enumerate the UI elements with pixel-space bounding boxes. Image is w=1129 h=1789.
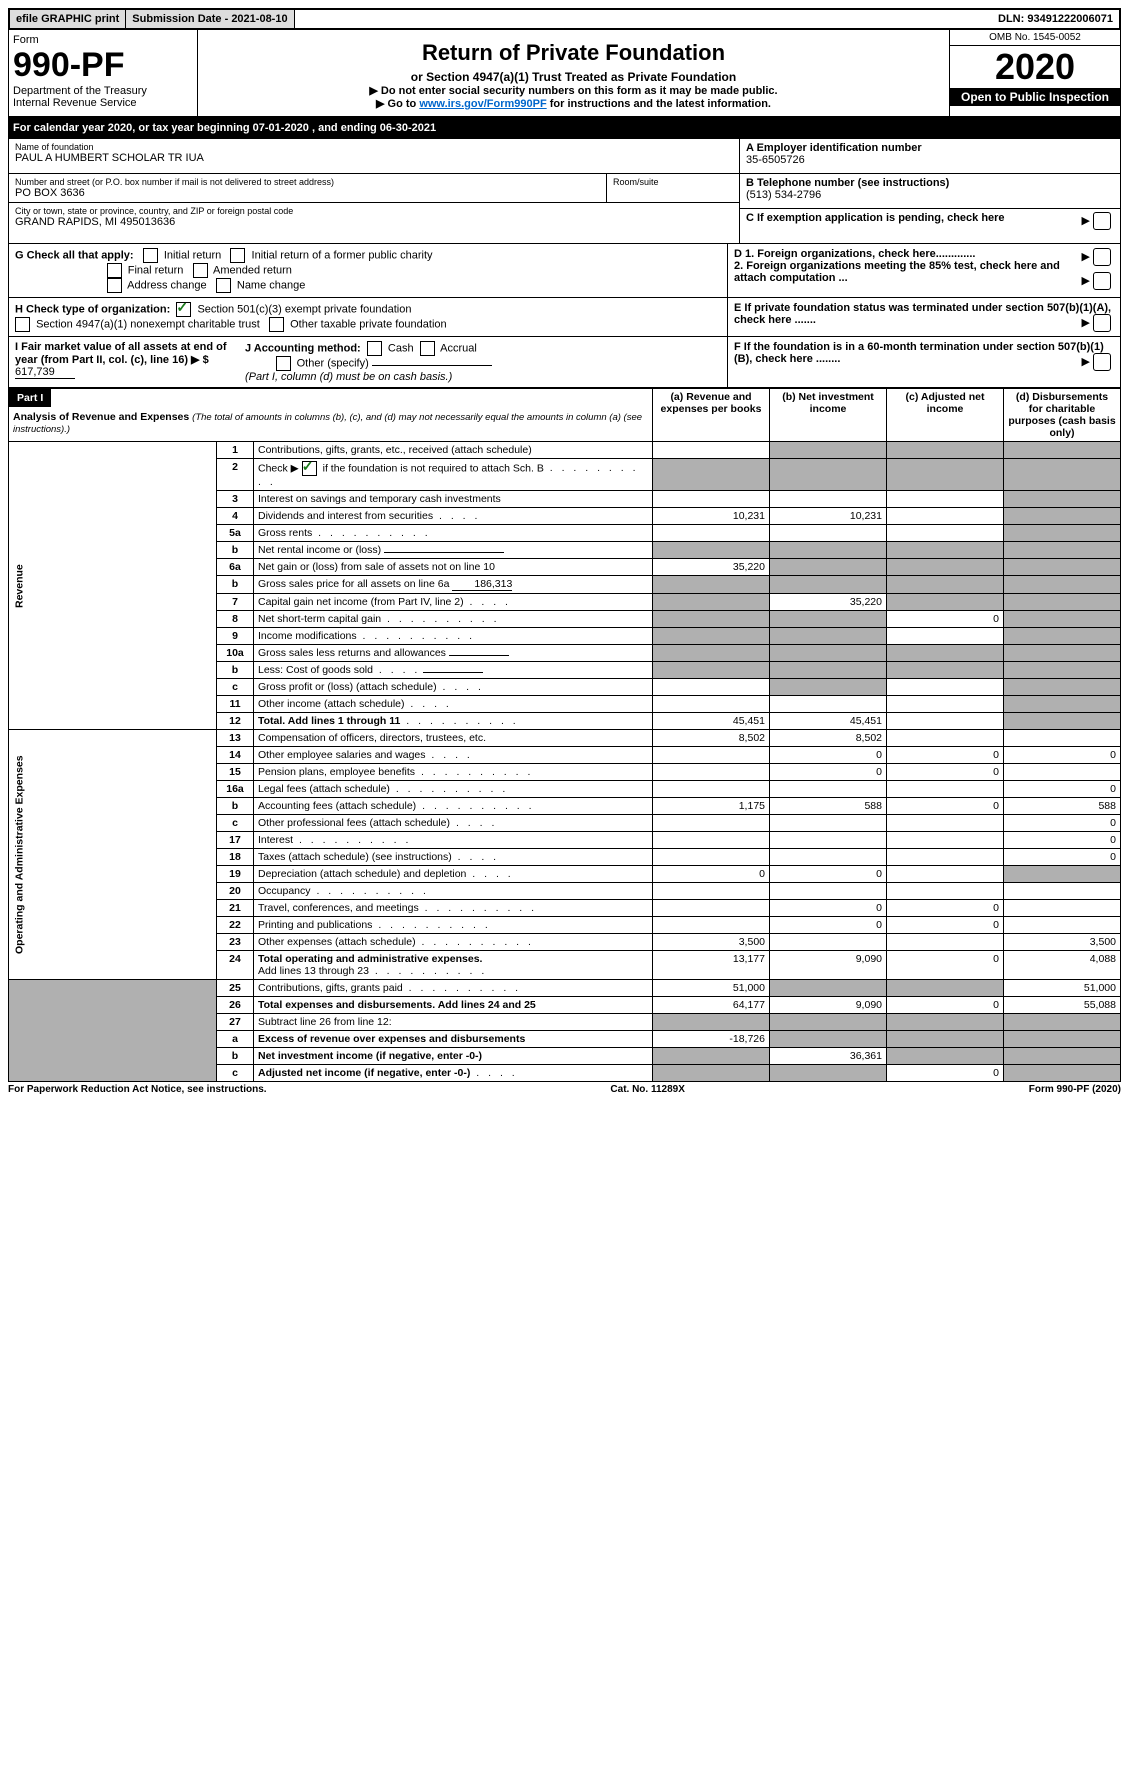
f-checkbox[interactable] (1093, 353, 1111, 371)
i-label: I Fair market value of all assets at end… (15, 341, 227, 366)
name-label: Name of foundation (15, 142, 733, 152)
g-amended-checkbox[interactable] (193, 263, 208, 278)
dept-label: Department of the Treasury (13, 85, 193, 97)
col-b-header: (b) Net investment income (770, 389, 887, 442)
j-cash-checkbox[interactable] (367, 341, 382, 356)
form-label: Form (13, 34, 193, 46)
street-value: PO BOX 3636 (15, 187, 600, 199)
revenue-side-label: Revenue (9, 442, 217, 730)
top-bar: efile GRAPHIC print Submission Date - 20… (8, 8, 1121, 30)
phone-label: B Telephone number (see instructions) (746, 177, 949, 189)
g-final-checkbox[interactable] (107, 263, 122, 278)
col-a-header: (a) Revenue and expenses per books (653, 389, 770, 442)
open-public-badge: Open to Public Inspection (950, 88, 1120, 106)
c-checkbox[interactable] (1093, 212, 1111, 230)
footer-center: Cat. No. 11289X (267, 1084, 1029, 1095)
dln: DLN: 93491222006071 (295, 10, 1119, 28)
d2-checkbox[interactable] (1093, 272, 1111, 290)
city-label: City or town, state or province, country… (15, 206, 733, 216)
table-row: 25Contributions, gifts, grants paid51,00… (9, 980, 1121, 997)
form-number: 990-PF (13, 46, 193, 85)
omb-number: OMB No. 1545-0052 (950, 30, 1120, 46)
j-other-checkbox[interactable] (276, 356, 291, 371)
calendar-year-row: For calendar year 2020, or tax year begi… (8, 117, 1121, 139)
part1-badge: Part I (9, 389, 51, 407)
part1-table: Part I Analysis of Revenue and Expenses … (8, 388, 1121, 1082)
j-note: (Part I, column (d) must be on cash basi… (245, 371, 452, 383)
table-row: Operating and Administrative Expenses 13… (9, 730, 1121, 747)
h-4947-checkbox[interactable] (15, 317, 30, 332)
irs-link[interactable]: www.irs.gov/Form990PF (419, 98, 546, 110)
page-footer: For Paperwork Reduction Act Notice, see … (8, 1084, 1121, 1095)
form-title: Return of Private Foundation (204, 40, 943, 66)
city-value: GRAND RAPIDS, MI 495013636 (15, 216, 733, 228)
col-c-header: (c) Adjusted net income (887, 389, 1004, 442)
d1-checkbox[interactable] (1093, 248, 1111, 266)
j-accrual-checkbox[interactable] (420, 341, 435, 356)
phone-value: (513) 534-2796 (746, 189, 821, 201)
e-label: E If private foundation status was termi… (734, 302, 1111, 326)
section-i-j-f: I Fair market value of all assets at end… (8, 337, 1121, 388)
col-d-header: (d) Disbursements for charitable purpose… (1004, 389, 1121, 442)
submission-date: Submission Date - 2021-08-10 (126, 10, 294, 28)
expenses-side-label: Operating and Administrative Expenses (9, 730, 217, 980)
g-initial-former-checkbox[interactable] (230, 248, 245, 263)
footer-left: For Paperwork Reduction Act Notice, see … (8, 1084, 267, 1095)
street-label: Number and street (or P.O. box number if… (15, 177, 600, 187)
analysis-title: Analysis of Revenue and Expenses (13, 411, 189, 423)
irs-label: Internal Revenue Service (13, 97, 193, 109)
instruction-2: ▶ Go to www.irs.gov/Form990PF for instru… (204, 97, 943, 110)
g-address-checkbox[interactable] (107, 278, 122, 293)
entity-info: Name of foundation PAUL A HUMBERT SCHOLA… (8, 139, 1121, 244)
section-g-d: G Check all that apply: Initial return I… (8, 244, 1121, 298)
foundation-name: PAUL A HUMBERT SCHOLAR TR IUA (15, 152, 733, 164)
table-row: Revenue 1Contributions, gifts, grants, e… (9, 442, 1121, 459)
sch-b-checkbox[interactable] (302, 461, 317, 476)
i-value: 617,739 (15, 366, 75, 379)
form-header: Form 990-PF Department of the Treasury I… (8, 30, 1121, 117)
footer-right: Form 990-PF (2020) (1029, 1084, 1121, 1095)
h-other-checkbox[interactable] (269, 317, 284, 332)
form-subtitle: or Section 4947(a)(1) Trust Treated as P… (204, 70, 943, 84)
room-label: Room/suite (613, 177, 733, 187)
h-501c3-checkbox[interactable] (176, 302, 191, 317)
g-name-checkbox[interactable] (216, 278, 231, 293)
efile-print-button[interactable]: efile GRAPHIC print (10, 10, 126, 28)
e-checkbox[interactable] (1093, 314, 1111, 332)
g-label: G Check all that apply: (15, 249, 134, 261)
f-label: F If the foundation is in a 60-month ter… (734, 341, 1104, 365)
ein-value: 35-6505726 (746, 154, 805, 166)
j-label: J Accounting method: (245, 342, 361, 354)
section-h-e: H Check type of organization: Section 50… (8, 298, 1121, 337)
c-label: C If exemption application is pending, c… (746, 212, 1005, 224)
h-label: H Check type of organization: (15, 303, 170, 315)
ein-label: A Employer identification number (746, 142, 922, 154)
instruction-1: ▶ Do not enter social security numbers o… (204, 84, 943, 97)
tax-year: 2020 (950, 46, 1120, 88)
d1-label: D 1. Foreign organizations, check here..… (734, 248, 975, 260)
g-initial-checkbox[interactable] (143, 248, 158, 263)
d2-label: 2. Foreign organizations meeting the 85%… (734, 260, 1060, 284)
